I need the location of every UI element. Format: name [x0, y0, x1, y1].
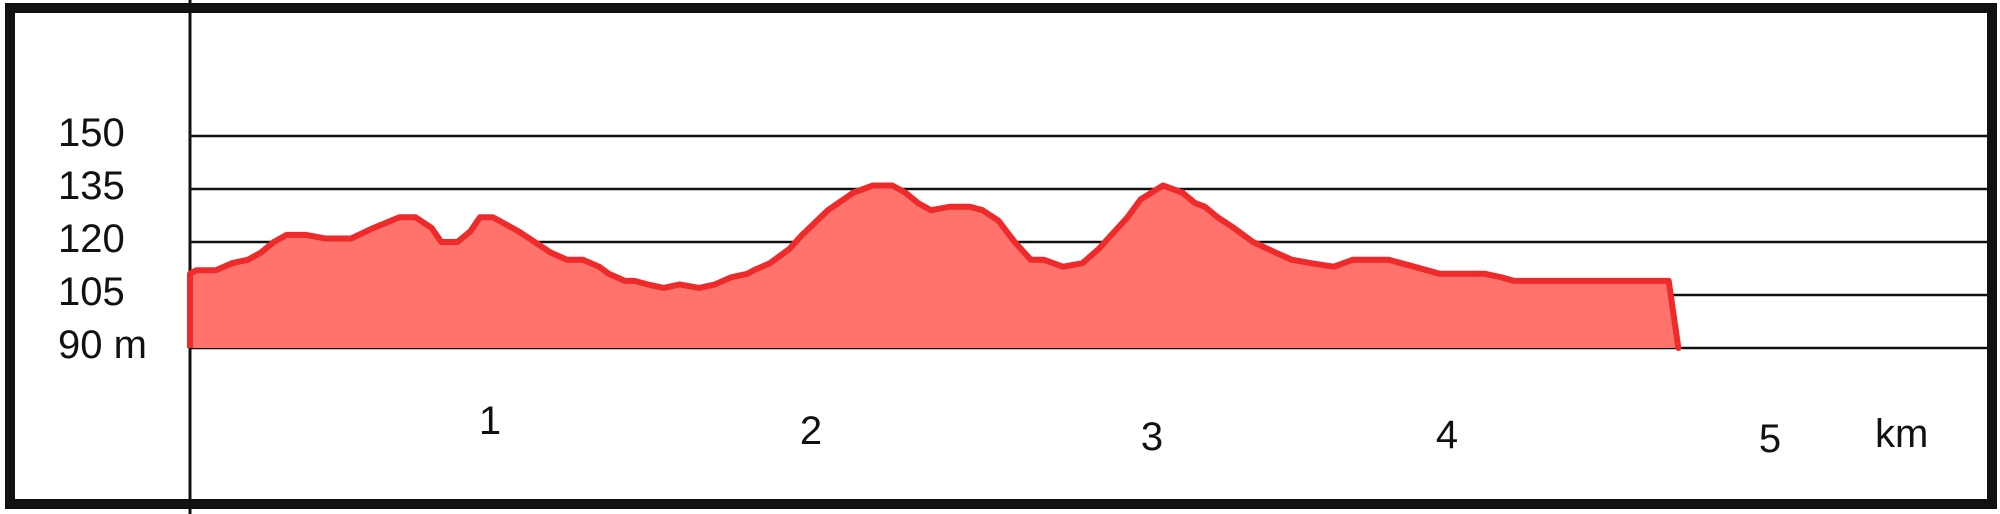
y-tick-label-105: 105 — [58, 270, 125, 314]
chart-frame — [5, 3, 1997, 509]
x-tick-label-4: 4 — [1436, 413, 1458, 457]
y-axis-tick-labels: 150 135 120 105 90 m — [58, 111, 147, 367]
x-axis-tick-labels: 1 2 3 4 5 — [479, 399, 1781, 461]
x-tick-label-5: 5 — [1759, 417, 1781, 461]
y-tick-label-135: 135 — [58, 164, 125, 208]
x-tick-label-3: 3 — [1141, 415, 1163, 459]
y-tick-label-90: 90 m — [58, 323, 147, 367]
x-axis-unit: km — [1875, 412, 1928, 456]
y-tick-label-150: 150 — [58, 111, 125, 155]
elevation-line — [187, 182, 1682, 351]
elevation-area — [187, 182, 1682, 351]
elevation-fill — [190, 185, 1679, 348]
x-tick-label-1: 1 — [479, 399, 501, 443]
x-tick-label-2: 2 — [800, 409, 822, 453]
y-tick-label-120: 120 — [58, 217, 125, 261]
